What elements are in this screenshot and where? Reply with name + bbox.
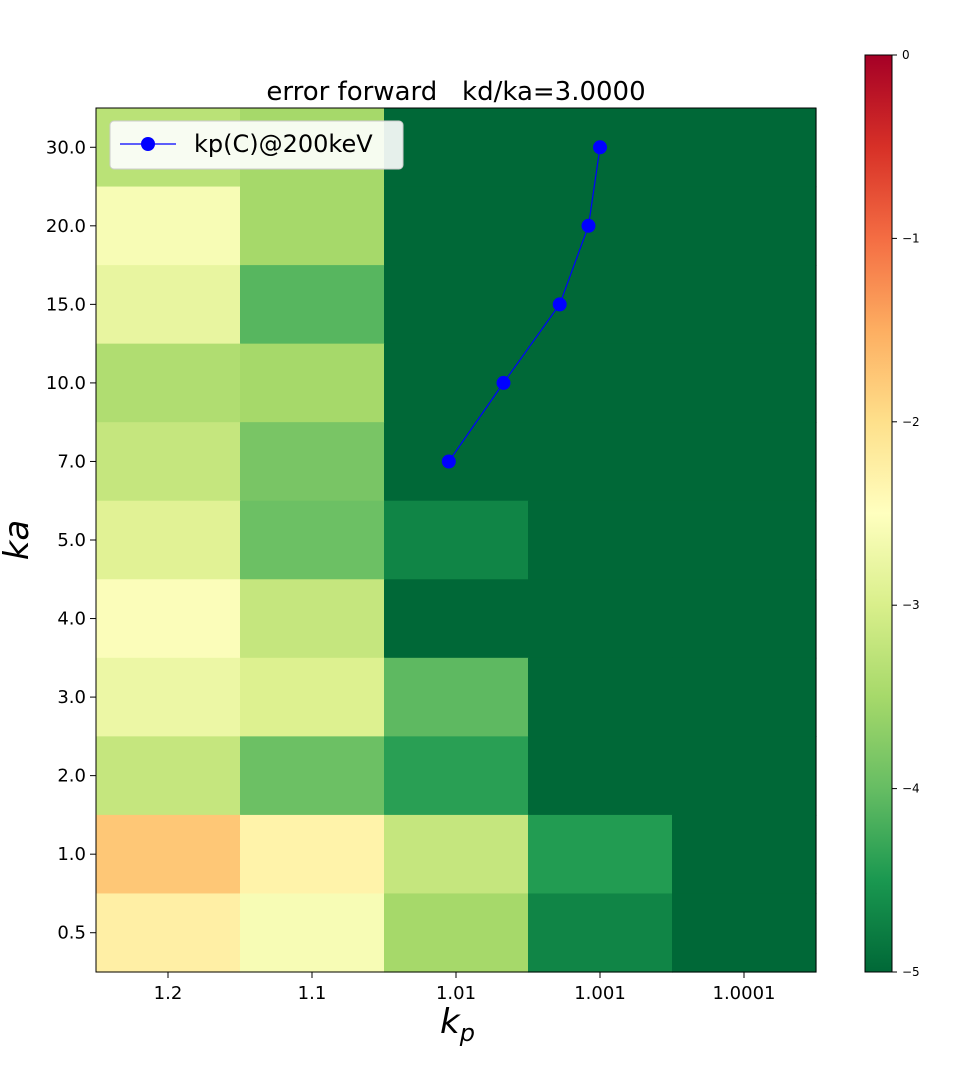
- plot-frame: [95, 107, 817, 973]
- heatmap-cell: [384, 186, 529, 266]
- x-axis: 1.2 1.1 1.01 1.001 1.0001: [154, 972, 776, 1004]
- y-tick-label: 1.0: [57, 844, 86, 865]
- y-tick-label: 5.0: [57, 530, 86, 551]
- heatmap-cell: [96, 893, 241, 973]
- heatmap-cell: [672, 265, 817, 345]
- heatmap-cell: [528, 579, 673, 659]
- x-tick-label: 1.1: [298, 983, 327, 1004]
- legend-label: kp(C)@200keV: [194, 130, 373, 158]
- colorbar: 0 −1 −2 −3 −4 −5: [864, 48, 920, 979]
- heatmap-cell: [240, 343, 385, 423]
- colorbar-ticks: 0 −1 −2 −3 −4 −5: [892, 48, 920, 979]
- heatmap-cell: [528, 422, 673, 502]
- heatmap-cell: [528, 343, 673, 423]
- heatmap-cell: [240, 814, 385, 895]
- heatmap-cell: [240, 500, 385, 580]
- heatmap-cell: [672, 814, 817, 895]
- y-tick-label: 4.0: [57, 609, 86, 630]
- heatmap-cell: [528, 657, 673, 737]
- heatmap-cell: [528, 814, 673, 895]
- x-axis-label: kp: [440, 1002, 475, 1047]
- colorbar-tick-label: −2: [902, 415, 920, 429]
- heatmap-cell: [240, 893, 385, 973]
- y-tick-label: 0.5: [57, 923, 86, 944]
- heatmap-cell: [96, 343, 241, 423]
- heatmap-cell: [240, 736, 385, 816]
- heatmap-cell: [96, 657, 241, 737]
- x-tick-label: 1.01: [436, 983, 476, 1004]
- heatmap-cell: [96, 814, 241, 895]
- heatmap-cell: [384, 814, 529, 895]
- series-point: [593, 140, 607, 155]
- legend: kp(C)@200keV: [109, 120, 404, 170]
- x-tick-label: 1.001: [574, 983, 626, 1004]
- heatmap-cell: [96, 422, 241, 502]
- heatmap-cell: [672, 736, 817, 816]
- heatmap-cell: [384, 579, 529, 659]
- heatmap-cell: [672, 422, 817, 502]
- colorbar-gradient: [864, 54, 893, 973]
- series-layer: [441, 140, 607, 469]
- series-point: [552, 297, 567, 312]
- heatmap-cell: [384, 422, 529, 502]
- colorbar-tick-label: 0: [902, 48, 910, 62]
- colorbar-tick-label: −4: [902, 782, 920, 796]
- heatmap-cell: [96, 500, 241, 580]
- heatmap-cell: [672, 186, 817, 266]
- chart-title: error forward kd/ka=3.0000: [266, 77, 645, 107]
- heatmap-cell: [96, 265, 241, 345]
- heatmap-cell: [240, 265, 385, 345]
- colorbar-tick-label: −3: [902, 598, 920, 612]
- heatmap-cell: [384, 736, 529, 816]
- heatmap-cell: [384, 265, 529, 345]
- series-point: [441, 454, 456, 469]
- y-tick-label: 20.0: [46, 216, 86, 237]
- heatmap-cell: [240, 186, 385, 266]
- y-tick-label: 2.0: [57, 766, 86, 787]
- heatmap-cell: [240, 579, 385, 659]
- heatmap-cell: [96, 186, 241, 266]
- heatmap-cell: [528, 736, 673, 816]
- heatmap-cell: [528, 186, 673, 266]
- legend-box: [109, 120, 404, 170]
- y-tick-label: 3.0: [57, 687, 86, 708]
- y-axis-label: ka: [0, 520, 37, 561]
- x-tick-label: 1.0001: [713, 983, 776, 1004]
- heatmap-cell: [240, 422, 385, 502]
- x-tick-label: 1.2: [154, 983, 183, 1004]
- y-tick-label: 30.0: [46, 137, 86, 158]
- heatmap-cell: [384, 657, 529, 737]
- y-tick-label: 10.0: [46, 373, 86, 394]
- y-tick-label: 15.0: [46, 294, 86, 315]
- heatmap-cell: [672, 500, 817, 580]
- colorbar-tick-label: −5: [902, 965, 920, 979]
- heatmap-cell: [528, 893, 673, 973]
- heatmap-cell: [672, 108, 817, 188]
- heatmap-cell: [528, 265, 673, 345]
- heatmap-cell: [96, 579, 241, 659]
- heatmap-cells: [96, 108, 817, 973]
- y-tick-label: 7.0: [57, 451, 86, 472]
- heatmap-cell: [384, 500, 529, 580]
- heatmap-cell: [672, 893, 817, 973]
- heatmap-cell: [672, 343, 817, 423]
- heatmap-cell: [240, 657, 385, 737]
- heatmap-cell: [528, 500, 673, 580]
- series-point: [496, 375, 511, 390]
- heatmap-cell: [384, 893, 529, 973]
- legend-marker: [141, 137, 155, 151]
- heatmap-cell: [672, 579, 817, 659]
- colorbar-tick-label: −1: [902, 231, 920, 245]
- heatmap-cell: [672, 657, 817, 737]
- series-point: [581, 218, 596, 233]
- y-axis: 30.0 20.0 15.0 10.0 7.0 5.0 4.0 3.0 2.0 1.0 0.5: [46, 137, 96, 944]
- heatmap-cell: [384, 108, 529, 188]
- heatmap-cell: [96, 736, 241, 816]
